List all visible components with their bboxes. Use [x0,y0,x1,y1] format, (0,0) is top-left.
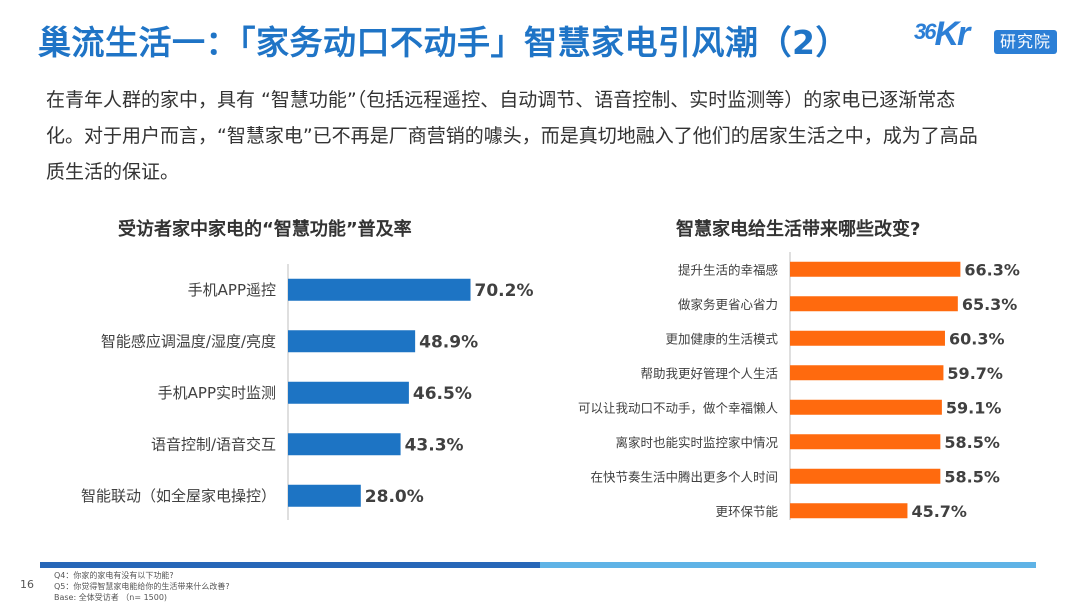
data-label: 60.3% [949,329,1005,348]
footnotes: Q4：你家的家电有没有以下功能? Q5：你觉得智慧家电能给你的生活带来什么改善?… [54,570,230,603]
category-label: 智能联动（如全屋家电操控） [81,487,276,505]
right-bar-chart: 提升生活的幸福感 66.3% 做家务更省心省力 65.3% 更加健康的生活模式 60.3%… [578,252,1020,520]
category-label: 更环保节能 [715,504,778,519]
data-label: 28.0% [365,487,424,507]
data-bar [790,261,961,277]
logo-mark: 36Kr [914,15,970,53]
data-bar [790,434,941,450]
logo-tag: 研究院 [994,30,1058,54]
footnote: Base: 全体受访者 （n= 1500) [54,593,168,602]
category-label: 手机APP遥控 [188,281,276,299]
right-chart-title: 智慧家电给生活带来哪些改变? [676,219,921,240]
data-label: 59.1% [946,398,1002,417]
data-bar [790,330,945,346]
data-label: 65.3% [962,295,1018,314]
category-label: 帮助我更好管理个人生活 [640,366,778,381]
data-label: 58.5% [944,467,1000,486]
data-bar [790,503,908,519]
category-label: 手机APP实时监测 [158,384,276,402]
data-label: 58.5% [944,433,1000,452]
data-bar [288,278,471,301]
intro-paragraph: 在青年人群的家中，具有 “智慧功能”（包括远程遥控、自动调节、语音控制、实时监测… [46,89,978,183]
data-bar [790,468,941,484]
category-label: 提升生活的幸福感 [678,262,778,277]
category-label: 可以让我动口不动手，做个幸福懒人 [578,400,779,415]
data-bar [288,484,361,507]
brand-logo: 36Kr 研究院 [914,14,1064,58]
left-chart-title: 受访者家中家电的“智慧功能”普及率 [118,219,412,240]
category-label: 语音控制/语音交互 [151,435,276,453]
bottom-divider [40,562,1036,568]
left-bar-chart: 手机APP遥控 70.2% 智能感应调温度/湿度/亮度 48.9% 手机APP实时监测 4… [81,264,534,520]
category-label: 在快节奏生活中腾出更多个人时间 [590,469,778,484]
data-label: 70.2% [475,281,534,301]
data-label: 59.7% [947,364,1003,383]
data-bar [288,433,401,456]
page-title: 巢流生活一：「家务动口不动手」智慧家电引风潮（2） [38,23,849,62]
data-bar [288,381,409,404]
data-bar [790,296,958,312]
data-bar [790,399,942,415]
data-label: 46.5% [413,384,472,404]
category-label: 更加健康的生活模式 [665,331,778,346]
footnote: Q4：你家的家电有没有以下功能? [54,571,174,580]
category-label: 智能感应调温度/湿度/亮度 [101,332,276,350]
category-label: 做家务更省心省力 [678,297,778,312]
data-label: 43.3% [405,435,464,455]
data-bar [790,365,944,381]
footnote: Q5：你觉得智慧家电能给你的生活带来什么改善? [54,582,230,591]
data-label: 48.9% [419,332,478,352]
category-label: 离家时也能实时监控家中情况 [615,435,778,450]
data-label: 45.7% [911,502,967,520]
data-bar [288,330,416,353]
data-label: 66.3% [964,260,1020,279]
page-number: 16 [20,578,34,591]
